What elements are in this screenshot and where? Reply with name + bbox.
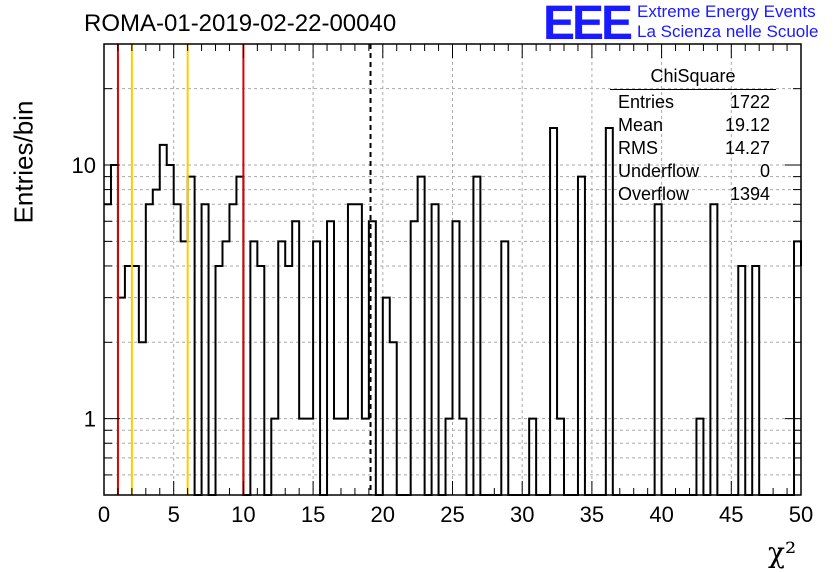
- histogram-bar: [236, 177, 243, 495]
- stats-value: 1722: [729, 92, 770, 112]
- histogram-bar: [188, 177, 195, 495]
- stats-row-underflow: Underflow 0: [610, 160, 776, 183]
- histogram-bar: [132, 266, 139, 495]
- histogram-bar: [229, 204, 236, 495]
- x-tick-label: 45: [719, 502, 743, 527]
- histogram-bar: [292, 221, 299, 495]
- histogram-bar: [418, 177, 425, 495]
- stats-value: 0: [759, 161, 770, 181]
- stats-row-mean: Mean 19.12: [610, 114, 776, 137]
- histogram-bar: [710, 204, 717, 495]
- histogram-bar: [752, 266, 759, 495]
- stats-label: Mean: [618, 115, 664, 135]
- chart-title: ROMA-01-2019-02-22-00040: [84, 10, 397, 37]
- histogram-bar: [383, 298, 390, 495]
- histogram-bar: [501, 241, 508, 495]
- stats-box: ChiSquare Entries 1722 Mean 19.12 RMS 14…: [610, 66, 776, 206]
- histogram-bar: [278, 241, 285, 495]
- x-tick-label: 10: [231, 502, 255, 527]
- stats-row-rms: RMS 14.27: [610, 137, 776, 160]
- histogram-bar: [202, 204, 209, 495]
- stats-title: ChiSquare: [610, 66, 776, 90]
- histogram-bar: [250, 241, 257, 495]
- histogram-bar: [550, 128, 557, 495]
- x-tick-label: 20: [371, 502, 395, 527]
- logo-subtitle-2: La Scienza nelle Scuole: [637, 22, 819, 41]
- logo-subtitle-1: Extreme Energy Events: [637, 2, 816, 21]
- histogram-bar: [432, 204, 439, 495]
- histogram-bar: [313, 241, 320, 495]
- histogram-bar: [655, 204, 662, 495]
- histogram-bar: [160, 145, 167, 495]
- histogram-bar: [738, 266, 745, 495]
- stats-label: Overflow: [618, 184, 690, 204]
- stats-label: RMS: [618, 138, 658, 158]
- histogram-bar: [146, 204, 153, 495]
- histogram-bar: [348, 204, 355, 495]
- eee-logo: EEE: [543, 0, 633, 50]
- stats-row-entries: Entries 1722: [610, 91, 776, 114]
- histogram-bar: [104, 204, 111, 495]
- histogram-bar: [285, 266, 292, 495]
- x-tick-label: 40: [649, 502, 673, 527]
- y-axis-label-wrap: Entries/bin: [6, 101, 46, 224]
- x-tick-label: 0: [98, 502, 110, 527]
- stats-row-overflow: Overflow 1394: [610, 183, 776, 206]
- histogram-bar: [794, 241, 801, 495]
- histogram-bar: [174, 204, 181, 495]
- x-tick-label: 35: [580, 502, 604, 527]
- histogram-bar: [125, 266, 132, 495]
- x-tick-label: 15: [301, 502, 325, 527]
- stats-value: 14.27: [724, 138, 770, 158]
- stats-label: Entries: [618, 92, 675, 112]
- x-axis-label: χ²: [768, 536, 797, 569]
- histogram-bar: [111, 165, 118, 495]
- histogram-bar: [355, 204, 362, 495]
- y-tick-label: 10: [72, 153, 96, 178]
- histogram-bar: [118, 298, 125, 495]
- y-axis-label: Entries/bin: [8, 100, 39, 224]
- histogram-bar: [473, 177, 480, 495]
- x-tick-label: 50: [789, 502, 813, 527]
- histogram-bar: [411, 221, 418, 495]
- stats-label: Underflow: [618, 161, 700, 181]
- histogram-bar: [167, 165, 174, 495]
- x-tick-label: 25: [440, 502, 464, 527]
- y-tick-label: 1: [84, 407, 96, 432]
- stats-value: 1394: [729, 184, 770, 204]
- histogram-bar: [181, 241, 188, 495]
- histogram-bar: [257, 266, 264, 495]
- histogram-bar: [453, 221, 460, 495]
- x-tick-label: 5: [168, 502, 180, 527]
- stats-value: 19.12: [724, 115, 770, 135]
- x-tick-label: 30: [510, 502, 534, 527]
- histogram-bar: [222, 241, 229, 495]
- histogram-bar: [216, 266, 223, 495]
- histogram-bar: [578, 177, 585, 495]
- histogram-bar: [327, 221, 334, 495]
